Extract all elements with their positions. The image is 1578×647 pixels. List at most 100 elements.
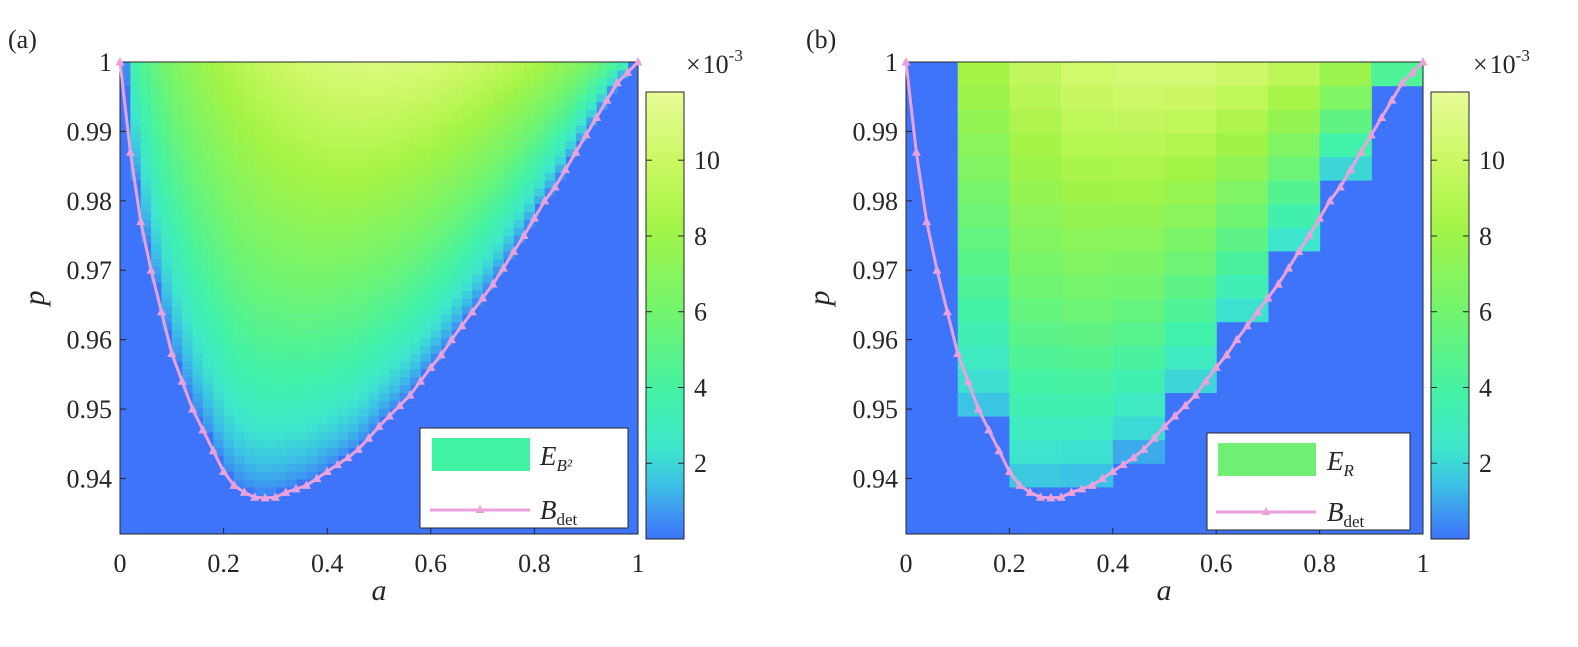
heatmap-cell [430, 329, 442, 338]
heatmap-cell [575, 93, 587, 102]
heatmap-cell [358, 431, 370, 441]
heatmap-cell [306, 337, 318, 346]
heatmap-cell [1112, 298, 1166, 323]
heatmap-cell [337, 85, 349, 95]
heatmap-cell [140, 93, 152, 102]
heatmap-cell [182, 187, 194, 197]
heatmap-cell [244, 132, 256, 142]
heatmap-cell [130, 77, 142, 87]
heatmap-cell [957, 227, 1010, 252]
heatmap-cell [161, 77, 173, 87]
heatmap-cell [192, 85, 204, 95]
heatmap-cell [244, 156, 256, 165]
heatmap-cell [544, 140, 556, 150]
heatmap-cell [410, 195, 422, 205]
heatmap-cell [171, 117, 183, 126]
boundary-marker [219, 466, 229, 476]
heatmap-cell [254, 478, 266, 488]
heatmap-cell [410, 337, 422, 346]
heatmap-cell [399, 101, 411, 110]
heatmap-cell [410, 140, 422, 150]
heatmap-cell [316, 227, 328, 236]
colorbar-tick-label: 2 [1479, 449, 1492, 478]
heatmap-cell [254, 69, 266, 79]
heatmap-cell [285, 282, 297, 291]
heatmap-cell [430, 148, 442, 157]
heatmap-cell [472, 266, 484, 275]
boundary-marker [1335, 181, 1345, 191]
heatmap-cell [399, 282, 411, 291]
heatmap-cell [410, 93, 422, 102]
heatmap-cell [316, 250, 328, 260]
heatmap-cell [347, 148, 359, 157]
heatmap-cell [544, 77, 556, 87]
heatmap-cell [358, 195, 370, 205]
boundary-marker [901, 57, 911, 66]
heatmap-cell [957, 250, 1010, 275]
boundary-marker [1056, 492, 1066, 501]
heatmap-cell [275, 447, 287, 456]
boundary-marker [405, 390, 415, 399]
heatmap-cell [202, 416, 214, 425]
heatmap-cell [337, 400, 349, 409]
heatmap-cell [285, 376, 297, 386]
heatmap-cell [192, 101, 204, 110]
heatmap-cell [275, 93, 287, 102]
heatmap-cell [275, 164, 287, 173]
heatmap-cell [513, 62, 525, 71]
heatmap-cell [306, 93, 318, 102]
heatmap-cell [399, 337, 411, 346]
heatmap-cell [285, 384, 297, 393]
heatmap-cell [140, 132, 152, 142]
heatmap-cell [192, 376, 204, 386]
heatmap-cell [151, 258, 163, 268]
heatmap-cell [223, 250, 235, 260]
heatmap-cell [213, 345, 225, 354]
heatmap-cell [192, 172, 204, 181]
heatmap-cell [285, 368, 297, 378]
heatmap-cell [140, 77, 152, 87]
heatmap-cell [151, 69, 163, 79]
boundary-marker [229, 480, 239, 489]
heatmap-cell [265, 360, 276, 370]
heatmap-cell [430, 187, 442, 197]
heatmap-cell [461, 187, 473, 197]
heatmap-cell [337, 431, 349, 441]
heatmap-cell [337, 439, 349, 449]
heatmap-cell [389, 235, 401, 244]
heatmap-cell [244, 431, 256, 441]
heatmap-cell [306, 463, 318, 472]
heatmap-cell [244, 242, 256, 252]
heatmap-cell [327, 93, 339, 102]
heatmap-cell [192, 148, 204, 157]
heatmap-cell [347, 227, 359, 236]
heatmap-cell [358, 242, 370, 252]
heatmap-cell [244, 439, 256, 449]
heatmap-cell [420, 62, 432, 71]
heatmap-cell [1112, 156, 1166, 181]
heatmap-cell [285, 148, 297, 157]
heatmap-cell [151, 195, 163, 205]
heatmap-cell [368, 360, 380, 370]
heatmap-cell [368, 392, 380, 401]
heatmap-cell [399, 298, 411, 307]
heatmap-cell [213, 439, 225, 449]
heatmap-cell [244, 195, 256, 205]
heatmap-cell [275, 298, 287, 307]
heatmap-cell [285, 156, 297, 165]
heatmap-cell [316, 148, 328, 157]
heatmap-cell [606, 69, 618, 79]
heatmap-cell [306, 376, 318, 386]
heatmap-cell [233, 77, 245, 87]
heatmap-cell [161, 109, 173, 118]
heatmap-cell [275, 431, 287, 441]
heatmap-cell [358, 423, 370, 433]
heatmap-cell [327, 439, 339, 449]
heatmap-cell [472, 140, 484, 150]
heatmap-cell [1164, 180, 1217, 205]
plot-frame [119, 61, 639, 535]
heatmap-cell [306, 353, 318, 362]
heatmap-cell [161, 187, 173, 197]
heatmap-cell [368, 227, 380, 236]
heatmap-cell [182, 298, 194, 307]
